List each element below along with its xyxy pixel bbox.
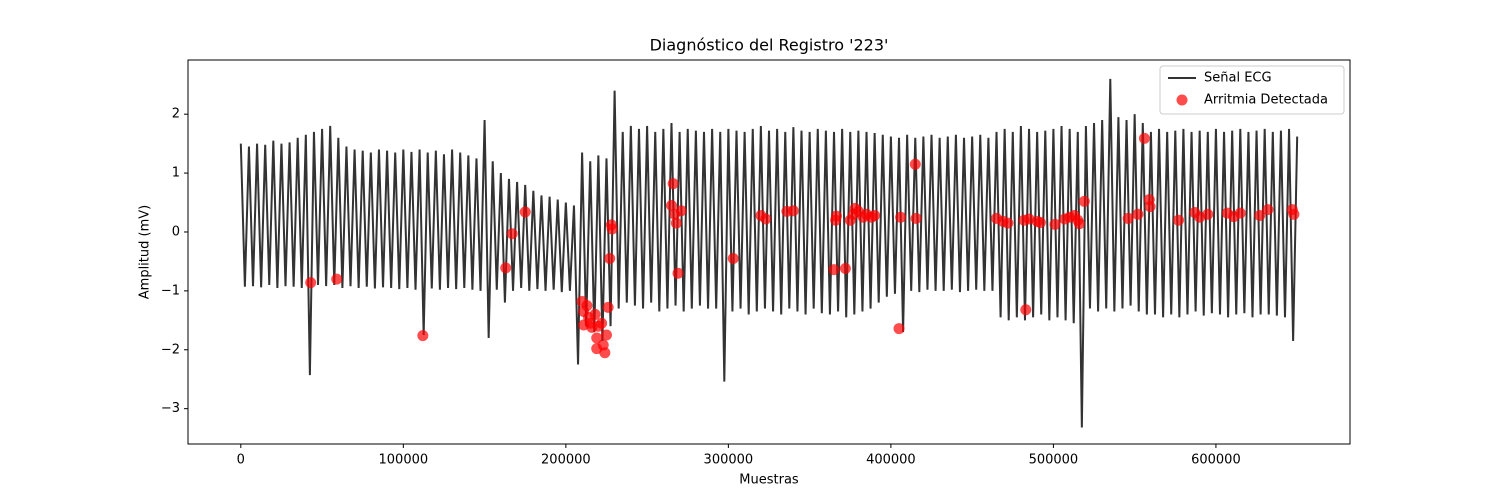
- legend-label: Arritmia Detectada: [1204, 93, 1328, 108]
- arrhythmia-point: [830, 210, 842, 222]
- y-tick-label: −1: [161, 283, 180, 298]
- arrhythmia-point: [1144, 201, 1156, 213]
- arrhythmia-point: [727, 252, 739, 264]
- arrhythmia-point: [506, 228, 518, 240]
- ecg-line: [239, 78, 1299, 428]
- chart-title: Diagnóstico del Registro '223': [650, 36, 889, 55]
- arrhythmia-point: [589, 308, 601, 320]
- axes-frame: [187, 59, 1351, 445]
- arrhythmia-point: [893, 323, 905, 335]
- y-tick-label: −3: [161, 401, 180, 416]
- y-tick-label: −2: [161, 342, 180, 357]
- arrhythmia-point: [1288, 208, 1300, 220]
- arrhythmia-point: [667, 178, 679, 190]
- x-axis-label: Muestras: [739, 473, 799, 488]
- arrhythmia-point: [519, 206, 531, 218]
- arrhythmia-point: [1034, 217, 1046, 229]
- arrhythmia-point: [1254, 209, 1266, 221]
- arrhythmia-point: [670, 217, 682, 229]
- arrhythmia-point: [596, 317, 608, 329]
- legend-label: Señal ECG: [1204, 71, 1272, 86]
- arrhythmia-point: [1049, 218, 1061, 230]
- arrhythmia-point: [760, 213, 772, 225]
- arrhythmia-point: [1020, 304, 1032, 316]
- arrhythmia-point: [1073, 218, 1085, 230]
- arrhythmia-point: [604, 252, 616, 264]
- arrhythmia-point: [1173, 214, 1185, 226]
- arrhythmia-point: [910, 212, 922, 224]
- x-tick-label: 300000: [704, 453, 754, 468]
- arrhythmia-point: [1262, 204, 1274, 216]
- arrhythmia-point: [895, 211, 907, 223]
- legend-box: [1159, 65, 1345, 115]
- arrhythmia-point: [672, 267, 684, 279]
- arrhythmia-point: [606, 223, 618, 235]
- arrhythmia-point: [665, 199, 677, 211]
- x-tick-label: 100000: [379, 453, 429, 468]
- arrhythmia-point: [417, 330, 429, 342]
- arrhythmia-point: [1202, 208, 1214, 220]
- x-tick-label: 500000: [1029, 453, 1079, 468]
- arrhythmia-point: [1138, 132, 1150, 144]
- arrhythmia-point: [1078, 195, 1090, 207]
- y-axis-label: Amplitud (mV): [138, 205, 153, 299]
- arrhythmia-point: [869, 209, 881, 221]
- x-tick-label: 0: [237, 453, 245, 468]
- arrhythmia-point: [581, 300, 593, 312]
- arrhythmia-point: [500, 262, 512, 274]
- y-tick-label: 1: [172, 166, 180, 181]
- arrhythmia-point: [828, 264, 840, 276]
- arrhythmia-point: [787, 205, 799, 217]
- y-tick-label: 0: [172, 224, 180, 239]
- arrhythmia-point: [305, 277, 317, 289]
- arrhythmia-point: [1002, 217, 1014, 229]
- x-tick-label: 200000: [541, 453, 591, 468]
- arrhythmia-point: [599, 347, 611, 359]
- legend-marker: [1176, 94, 1188, 106]
- x-tick-label: 400000: [866, 453, 916, 468]
- arrhythmia-point: [1122, 212, 1134, 224]
- plot-area: [239, 78, 1300, 428]
- arrhythmia-point: [839, 262, 851, 274]
- arrhythmia-point: [331, 273, 343, 285]
- arrhythmia-point: [909, 158, 921, 170]
- arrhythmia-point: [600, 329, 612, 341]
- arrhythmia-point: [602, 301, 614, 313]
- arrhythmia-point: [1234, 207, 1246, 219]
- arrhythmia-point: [675, 205, 687, 217]
- arrhythmia-point: [591, 332, 603, 344]
- arrhythmia-point: [1132, 208, 1144, 220]
- y-tick-label: 2: [172, 107, 180, 122]
- x-tick-label: 600000: [1191, 453, 1241, 468]
